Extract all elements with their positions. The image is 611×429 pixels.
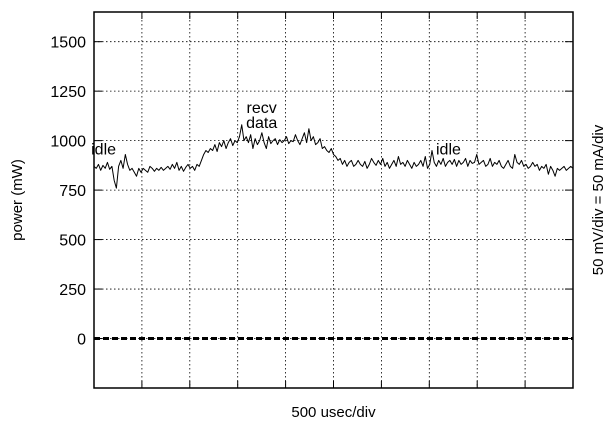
annotation-data: data bbox=[246, 115, 277, 132]
y-tick-label: 0 bbox=[77, 332, 86, 349]
x-axis-label: 500 usec/div bbox=[291, 404, 376, 421]
right-axis-label: 50 mV/div = 50 mA/div bbox=[590, 124, 607, 275]
annotation-recv: recv bbox=[247, 100, 277, 117]
y-axis-label: power (mW) bbox=[9, 159, 26, 241]
power-trace-line bbox=[93, 124, 574, 189]
annotation-idle: idle bbox=[91, 141, 116, 158]
plot-frame bbox=[93, 11, 574, 389]
y-tick-label: 250 bbox=[59, 282, 86, 299]
y-tick-label: 750 bbox=[59, 183, 86, 200]
y-tick-labels: 0 250 500 750 1000 1250 1500 bbox=[50, 35, 86, 349]
trace-layer bbox=[93, 124, 574, 341]
y-tick-label: 1000 bbox=[50, 134, 86, 151]
annotation-idle: idle bbox=[436, 141, 461, 158]
y-tick-label: 500 bbox=[59, 233, 86, 250]
y-tick-label: 1500 bbox=[50, 35, 86, 52]
grid bbox=[94, 12, 573, 388]
y-tick-label: 1250 bbox=[50, 84, 86, 101]
